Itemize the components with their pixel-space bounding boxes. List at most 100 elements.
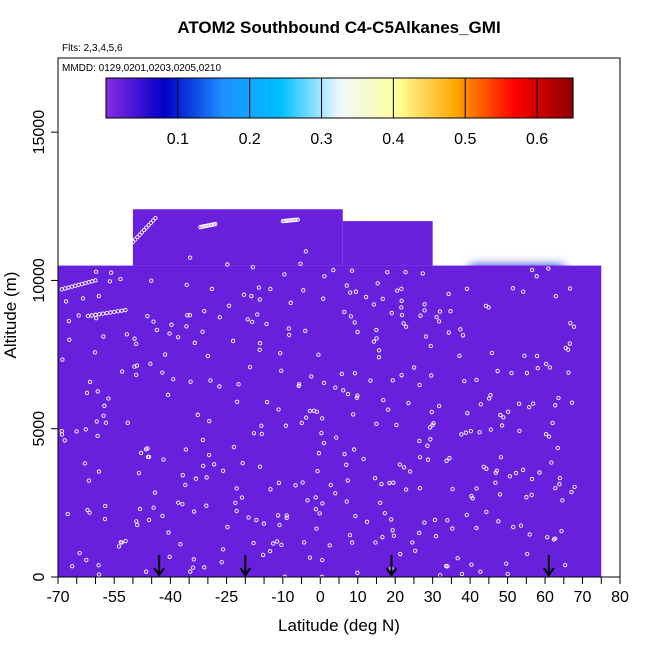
sample-point: [87, 379, 93, 384]
sample-point: [191, 557, 196, 562]
colorbar-swatch: [231, 78, 236, 118]
colorbar-swatch: [278, 78, 283, 118]
sample-point: [568, 321, 573, 326]
sample-point: [546, 266, 551, 271]
sample-point: [188, 569, 193, 574]
sample-point: [422, 520, 427, 525]
sample-point: [321, 296, 326, 301]
colorbar-swatch: [274, 78, 280, 118]
sample-point: [246, 515, 251, 520]
sample-point: [543, 361, 549, 367]
sample-point: [118, 276, 123, 282]
sample-point: [106, 396, 111, 401]
sample-point: [376, 355, 382, 360]
sample-point: [86, 478, 92, 483]
sample-point: [349, 540, 355, 545]
sample-point: [378, 500, 383, 505]
profile-arrow: [385, 555, 398, 577]
sample-point: [445, 518, 450, 523]
colorbar-swatch: [310, 78, 315, 118]
sample-point: [96, 563, 101, 568]
sample-point: [321, 380, 327, 386]
sample-point: [259, 423, 264, 428]
colorbar-swatch: [375, 78, 380, 118]
colorbar-swatch: [285, 78, 290, 118]
colorbar-swatch: [389, 78, 394, 118]
sample-point: [525, 551, 530, 557]
sample-point: [134, 372, 139, 378]
sample-point: [446, 291, 451, 297]
sample-point: [183, 447, 188, 452]
sample-point: [125, 420, 130, 425]
sample-point: [315, 468, 320, 474]
colorbar-swatch: [353, 78, 359, 118]
sample-point: [423, 334, 429, 339]
sample-point: [142, 227, 147, 233]
colorbar-tick-label: 0.5: [454, 131, 476, 148]
sample-point: [511, 524, 516, 530]
sample-point: [132, 336, 137, 341]
colorbar-swatch: [317, 78, 323, 118]
sample-point: [425, 457, 431, 462]
y-axis-label: Altitude (m): [1, 272, 20, 359]
sample-point: [283, 423, 289, 428]
sample-point: [459, 571, 465, 577]
sample-point: [545, 535, 550, 540]
sample-point: [146, 517, 152, 522]
sample-point: [382, 511, 388, 516]
sample-point: [62, 438, 67, 443]
sample-point: [488, 427, 493, 432]
sample-point: [96, 469, 102, 474]
sample-point: [553, 403, 558, 408]
sample-point: [293, 483, 298, 488]
sample-point: [569, 400, 575, 405]
sample-point: [354, 395, 360, 400]
sample-point: [375, 281, 380, 286]
sample-point: [107, 279, 112, 284]
sample-point: [180, 501, 185, 507]
colorbar-swatch: [145, 78, 150, 118]
sample-point: [347, 532, 353, 538]
sample-point: [380, 296, 385, 302]
x-tick-label: 50: [499, 589, 517, 606]
sample-point: [493, 480, 498, 485]
sample-point: [527, 404, 532, 410]
profile-arrow: [153, 555, 165, 577]
sample-point: [551, 537, 557, 542]
sample-point: [390, 378, 395, 383]
sample-point: [234, 486, 239, 491]
colorbar-swatch: [346, 78, 351, 118]
colorbar-swatch: [138, 78, 143, 118]
sample-point: [255, 312, 260, 317]
colorbar-swatch: [335, 78, 341, 118]
sample-point: [529, 476, 535, 482]
concentration-field: [58, 209, 602, 577]
sample-point: [320, 557, 325, 563]
colorbar-swatch: [253, 78, 258, 118]
colorbar-swatch: [400, 78, 405, 118]
sample-point: [167, 554, 172, 559]
sample-point: [518, 523, 524, 528]
sample-point: [260, 552, 266, 558]
sample-point: [462, 379, 467, 384]
colorbar-swatch: [526, 78, 531, 118]
colorbar-swatch: [486, 78, 491, 118]
sample-point: [569, 489, 574, 495]
sample-point: [534, 353, 540, 359]
sample-point: [348, 290, 353, 295]
sample-point: [191, 509, 197, 514]
sample-point: [144, 569, 149, 574]
sample-point: [411, 365, 417, 370]
sample-point: [239, 495, 245, 500]
sample-point: [93, 269, 99, 274]
colorbar-swatch: [106, 78, 111, 118]
y-tick-label: 10000: [31, 258, 48, 303]
sample-point: [137, 506, 143, 512]
colorbar-swatch: [260, 78, 265, 118]
sample-point: [477, 430, 482, 435]
sample-point: [202, 565, 207, 570]
sample-point: [464, 286, 470, 291]
colorbar-swatch: [332, 78, 337, 118]
sample-point: [363, 294, 369, 300]
x-tick-label: -55: [103, 589, 126, 606]
